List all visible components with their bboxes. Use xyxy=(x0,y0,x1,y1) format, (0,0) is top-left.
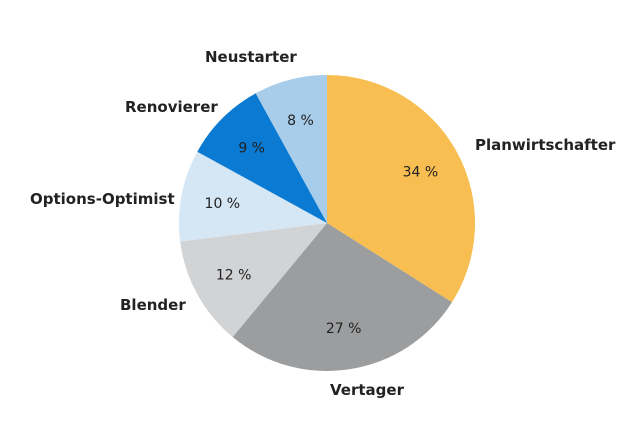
slice-value-label: 8 % xyxy=(287,113,314,129)
slice-category-label: Planwirtschafter xyxy=(475,136,616,154)
slice-category-label: Renovierer xyxy=(125,98,218,116)
category-labels: Planwirtschafter Vertager Blender Options-O… xyxy=(30,48,616,399)
pie-slice-neustarter xyxy=(255,75,327,223)
slice-value-label: 27 % xyxy=(326,321,362,337)
slice-category-label: Neustarter xyxy=(205,48,297,66)
pie-slices xyxy=(179,75,475,371)
slice-category-label: Options-Optimist xyxy=(30,190,175,208)
slice-value-label: 10 % xyxy=(205,196,241,212)
pie-slice-renovierer xyxy=(197,93,327,223)
percentage-labels: 34 % 27 % 12 % 10 % 9 % 8 % xyxy=(205,113,439,337)
pie-slice-options-optimist xyxy=(179,151,327,242)
slice-category-label: Vertager xyxy=(330,381,405,399)
slice-value-label: 34 % xyxy=(403,165,439,181)
pie-slice-vertager xyxy=(232,223,452,371)
slice-value-label: 9 % xyxy=(238,141,265,157)
slice-category-label: Blender xyxy=(120,296,186,314)
pie-slice-blender xyxy=(180,223,327,338)
slice-value-label: 12 % xyxy=(216,267,252,283)
pie-slice-planwirtschafter xyxy=(327,75,475,303)
